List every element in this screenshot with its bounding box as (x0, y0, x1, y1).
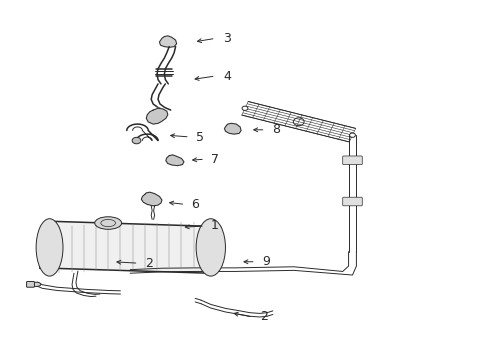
Text: 4: 4 (223, 69, 231, 82)
Ellipse shape (196, 219, 225, 276)
Polygon shape (166, 155, 184, 166)
Text: 3: 3 (223, 32, 231, 45)
Ellipse shape (32, 282, 41, 287)
Text: 7: 7 (211, 153, 219, 166)
Polygon shape (147, 108, 168, 124)
Text: 2: 2 (145, 257, 153, 270)
Ellipse shape (349, 133, 355, 137)
FancyBboxPatch shape (343, 197, 362, 206)
Ellipse shape (36, 219, 63, 276)
Text: 5: 5 (196, 131, 204, 144)
Ellipse shape (242, 106, 248, 111)
Polygon shape (224, 123, 241, 134)
Text: 1: 1 (211, 219, 219, 233)
Ellipse shape (95, 217, 122, 229)
Polygon shape (142, 192, 162, 206)
Text: 8: 8 (272, 123, 280, 136)
Polygon shape (40, 221, 220, 273)
Text: 2: 2 (260, 310, 268, 324)
Polygon shape (159, 36, 176, 47)
Text: 9: 9 (262, 255, 270, 268)
FancyBboxPatch shape (26, 282, 34, 287)
FancyBboxPatch shape (343, 156, 362, 165)
Ellipse shape (132, 137, 141, 144)
Text: 6: 6 (191, 198, 199, 211)
